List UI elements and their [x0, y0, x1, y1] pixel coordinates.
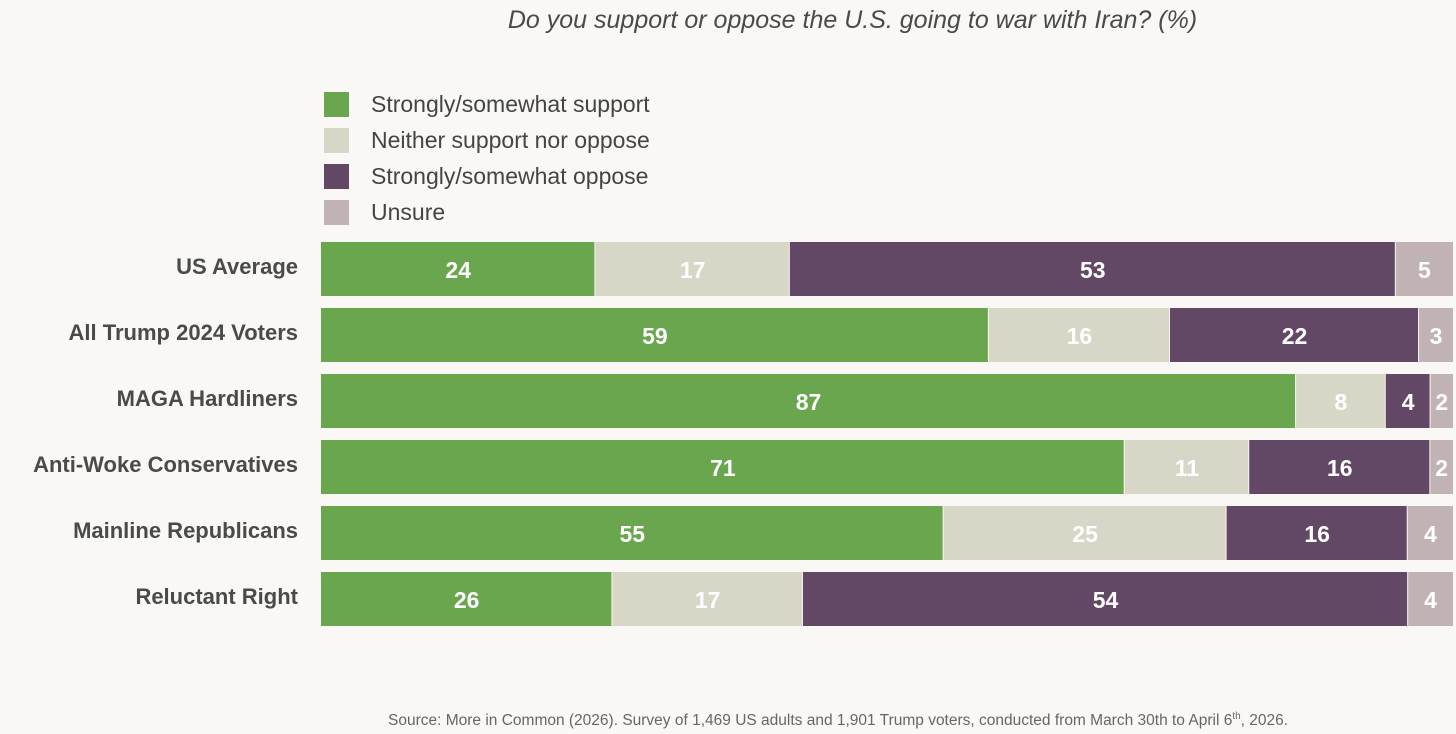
bar-segment: [1408, 572, 1453, 626]
legend-swatch: [324, 199, 349, 225]
bar-segment: [802, 572, 1408, 626]
data-label: 25: [1072, 521, 1098, 547]
legend: Strongly/somewhat support Neither suppor…: [324, 86, 650, 230]
category-label: All Trump 2024 Voters: [68, 320, 298, 345]
legend-label: Neither support nor oppose: [371, 126, 650, 153]
source-text: Source: More in Common (2026). Survey of…: [388, 712, 1233, 730]
source-sup: th: [1232, 711, 1241, 722]
data-label: 4: [1402, 389, 1415, 415]
category-label: Anti-Woke Conservatives: [33, 452, 298, 477]
data-label: 5: [1418, 257, 1431, 283]
bar-segment: [1226, 506, 1407, 560]
data-label: 2: [1435, 389, 1448, 415]
bar-segment: [1395, 242, 1453, 296]
data-label: 59: [642, 323, 668, 349]
data-label: 17: [695, 587, 721, 613]
source-note: Source: More in Common (2026). Survey of…: [388, 711, 1288, 730]
bar-segment: [612, 572, 802, 626]
bar-segment: [321, 440, 1124, 494]
legend-label: Strongly/somewhat support: [371, 90, 650, 117]
legend-item-oppose: Strongly/somewhat oppose: [324, 158, 650, 194]
category-label: Mainline Republicans: [73, 518, 298, 543]
data-label: 24: [445, 257, 471, 283]
legend-item-support: Strongly/somewhat support: [324, 86, 650, 122]
legend-label: Strongly/somewhat oppose: [371, 162, 649, 189]
bar-segment: [321, 572, 612, 626]
category-label: Reluctant Right: [135, 584, 298, 609]
legend-swatch: [324, 127, 349, 153]
data-label: 2: [1435, 455, 1448, 481]
bar-segment: [1249, 440, 1430, 494]
category-label: US Average: [176, 254, 298, 279]
legend-swatch: [324, 163, 349, 189]
legend-item-neither: Neither support nor oppose: [324, 122, 650, 158]
bar-segment: [943, 506, 1226, 560]
bar-segment: [988, 308, 1169, 362]
category-label: MAGA Hardliners: [116, 386, 298, 411]
data-label: 4: [1424, 521, 1437, 547]
bar-segment: [321, 506, 943, 560]
data-label: 55: [620, 521, 646, 547]
data-label: 53: [1080, 257, 1106, 283]
data-label: 22: [1282, 323, 1308, 349]
bar-segment: [1419, 308, 1453, 362]
bar-segment: [1407, 506, 1453, 560]
data-label: 17: [680, 257, 706, 283]
bar-segment: [1430, 374, 1453, 428]
bar-segment: [789, 242, 1395, 296]
legend-label: Unsure: [371, 198, 446, 225]
bar-segment: [595, 242, 789, 296]
data-label: 16: [1304, 521, 1330, 547]
legend-swatch: [324, 91, 349, 117]
data-label: 26: [454, 587, 480, 613]
chart-title: Do you support or oppose the U.S. going …: [507, 6, 1198, 34]
bar-segment: [1124, 440, 1249, 494]
data-label: 16: [1067, 323, 1093, 349]
bar-segment: [1430, 440, 1453, 494]
data-label: 11: [1175, 455, 1200, 481]
bar-segment: [321, 374, 1296, 428]
bar-segment: [321, 242, 595, 296]
data-label: 87: [796, 389, 822, 415]
bar-segment: [321, 308, 988, 362]
data-label: 71: [710, 455, 736, 481]
legend-item-unsure: Unsure: [324, 194, 650, 230]
data-label: 16: [1327, 455, 1353, 481]
data-label: 4: [1424, 587, 1437, 613]
data-label: 54: [1093, 587, 1119, 613]
bar-segment: [1296, 374, 1385, 428]
data-label: 3: [1430, 323, 1443, 349]
bar-segment: [1385, 374, 1430, 428]
source-tail: , 2026.: [1240, 712, 1289, 730]
data-label: 8: [1335, 389, 1348, 415]
bar-segment: [1170, 308, 1419, 362]
